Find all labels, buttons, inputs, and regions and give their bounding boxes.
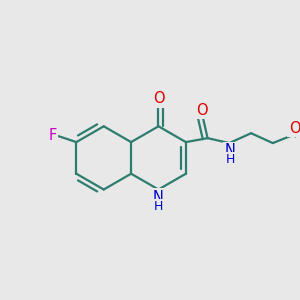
Text: O: O xyxy=(196,103,208,118)
Text: O: O xyxy=(289,121,300,136)
Text: N: N xyxy=(225,143,236,158)
Text: O: O xyxy=(153,91,164,106)
Text: F: F xyxy=(49,128,57,143)
Text: H: H xyxy=(154,200,163,213)
Text: H: H xyxy=(226,153,235,167)
Text: N: N xyxy=(153,190,164,205)
